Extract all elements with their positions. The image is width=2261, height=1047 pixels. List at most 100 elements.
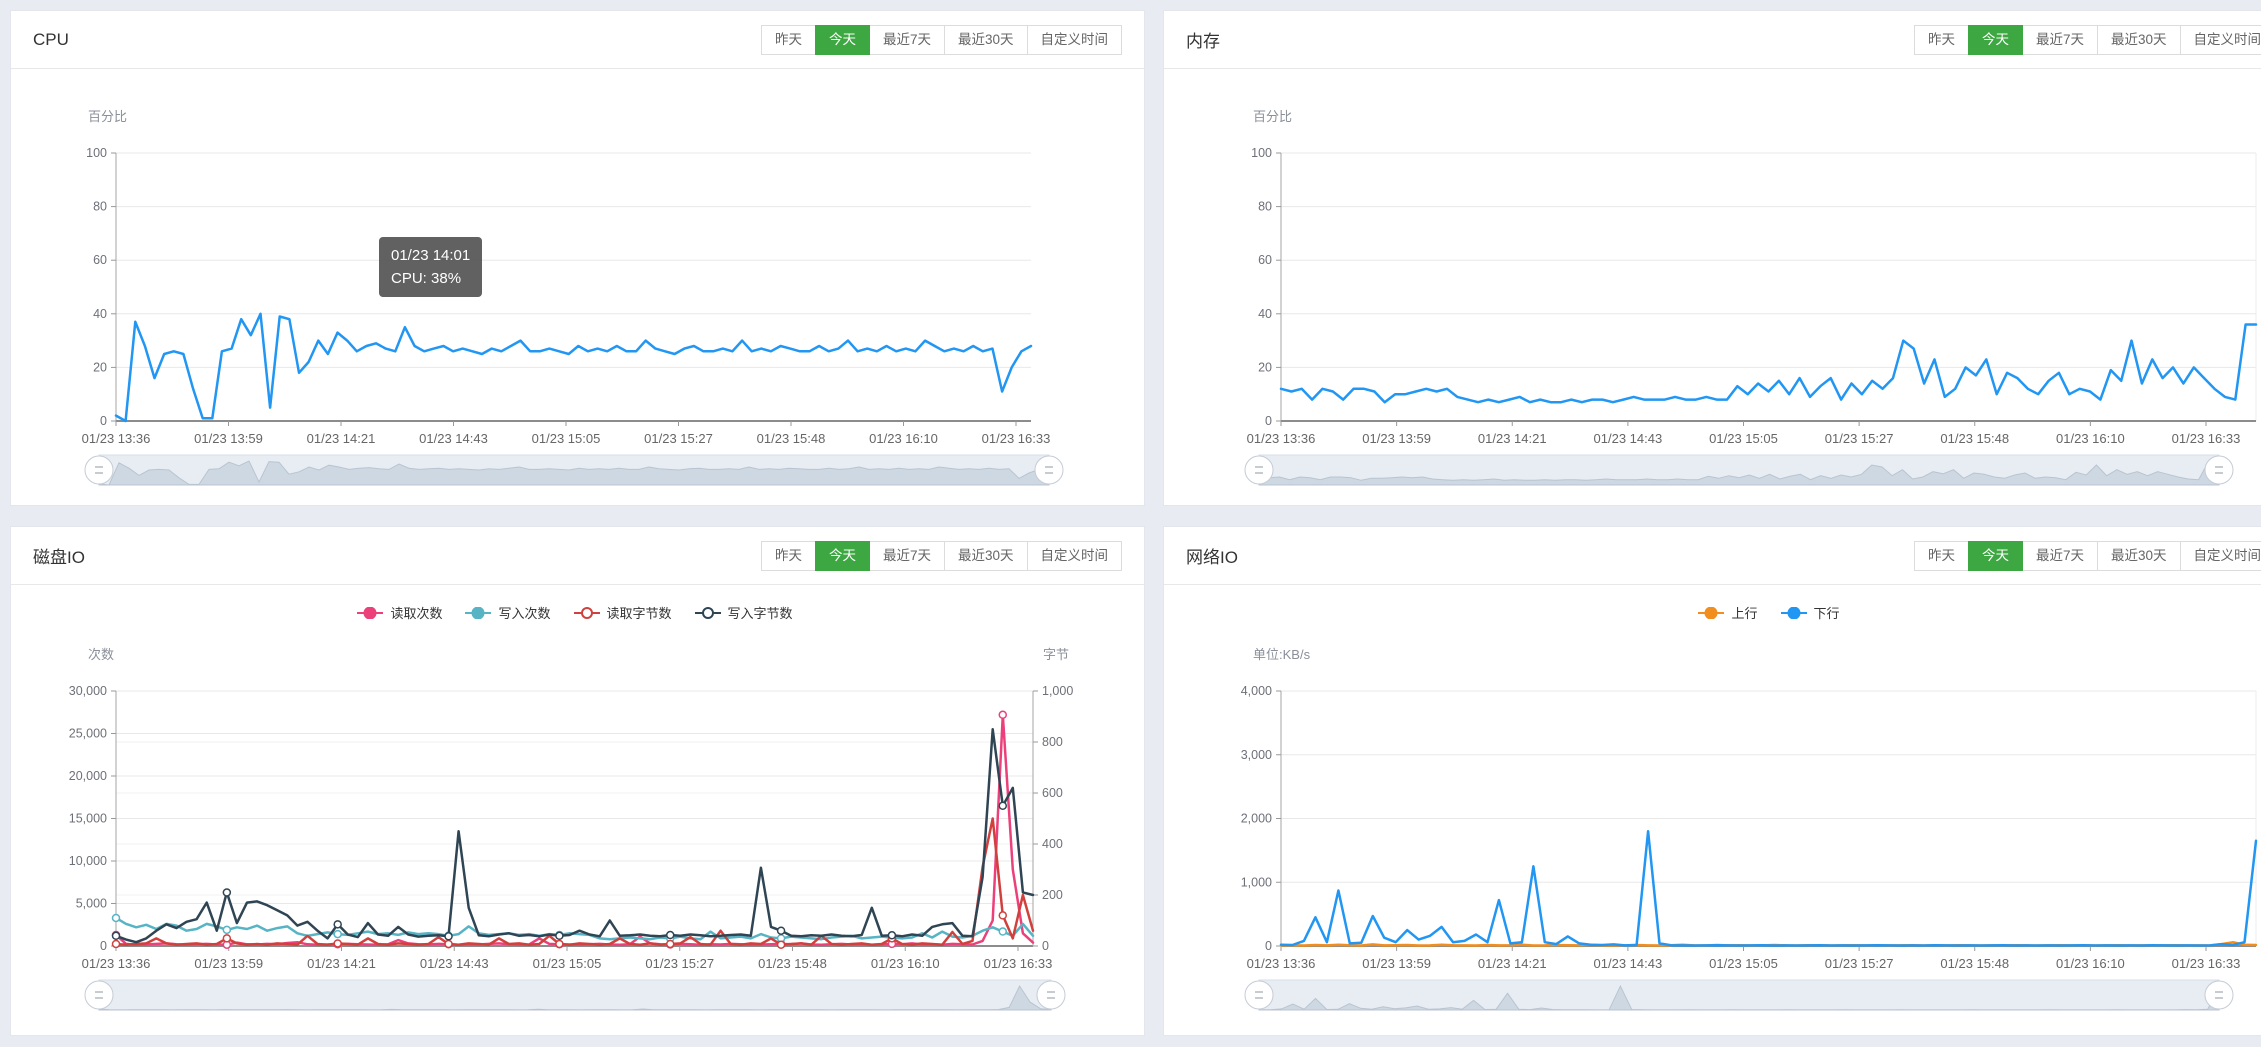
svg-text:次数: 次数 <box>88 647 114 662</box>
panel-title-network-io: 网络IO <box>1186 548 1238 567</box>
time-btn-昨天[interactable]: 昨天 <box>1913 24 1969 55</box>
time-range-group-cpu: 昨天 今天 最近7天 最近30天 自定义时间 <box>760 24 1122 55</box>
time-btn-最近30天[interactable]: 最近30天 <box>2096 540 2181 571</box>
datazoom-slider[interactable] <box>84 979 1066 1011</box>
legend-item-写入次数[interactable]: 写入次数 <box>464 603 551 622</box>
svg-text:01/23 14:43: 01/23 14:43 <box>420 956 489 971</box>
legend-item-写入字节数[interactable]: 写入字节数 <box>694 603 793 622</box>
legend-marker-icon <box>357 606 384 619</box>
svg-text:01/23 13:36: 01/23 13:36 <box>1247 431 1316 446</box>
datazoom-handle-left[interactable] <box>84 980 114 1010</box>
svg-text:01/23 15:27: 01/23 15:27 <box>1825 431 1894 446</box>
network-io-legend: 上行 下行 <box>1281 603 2256 622</box>
time-btn-自定义时间[interactable]: 自定义时间 <box>2179 24 2261 55</box>
svg-text:01/23 15:27: 01/23 15:27 <box>644 431 713 446</box>
network-io-panel-header: 网络IO 昨天 今天 最近7天 最近30天 自定义时间 <box>1164 527 2261 585</box>
time-btn-自定义时间[interactable]: 自定义时间 <box>1026 540 1122 571</box>
svg-text:80: 80 <box>93 200 107 214</box>
svg-text:01/23 16:10: 01/23 16:10 <box>871 956 940 971</box>
legend-marker-icon <box>573 606 600 619</box>
svg-text:01/23 15:48: 01/23 15:48 <box>1940 956 2009 971</box>
datazoom-handle-left[interactable] <box>1244 980 1274 1010</box>
memory-panel-header: 内存 昨天 今天 最近7天 最近30天 自定义时间 <box>1164 11 2261 69</box>
panel-title-memory: 内存 <box>1186 32 1220 51</box>
datazoom-handle-right[interactable] <box>2204 455 2234 485</box>
svg-text:25,000: 25,000 <box>69 727 107 741</box>
svg-text:01/23 13:36: 01/23 13:36 <box>82 431 151 446</box>
svg-text:60: 60 <box>1258 253 1272 267</box>
svg-text:01/23 16:10: 01/23 16:10 <box>869 431 938 446</box>
svg-text:1,000: 1,000 <box>1042 684 1073 698</box>
svg-text:01/23 16:10: 01/23 16:10 <box>2056 431 2125 446</box>
time-range-group-memory: 昨天 今天 最近7天 最近30天 自定义时间 <box>1913 24 2261 55</box>
svg-text:01/23 14:43: 01/23 14:43 <box>1594 431 1663 446</box>
time-btn-最近30天[interactable]: 最近30天 <box>943 540 1028 571</box>
svg-text:15,000: 15,000 <box>69 812 107 826</box>
svg-text:600: 600 <box>1042 786 1063 800</box>
legend-item-下行[interactable]: 下行 <box>1780 603 1840 622</box>
time-range-group-disk-io: 昨天 今天 最近7天 最近30天 自定义时间 <box>760 540 1122 571</box>
time-btn-今天[interactable]: 今天 <box>814 24 870 55</box>
svg-text:0: 0 <box>100 939 107 953</box>
svg-text:0: 0 <box>100 414 107 428</box>
svg-text:01/23 13:36: 01/23 13:36 <box>1247 956 1316 971</box>
time-btn-自定义时间[interactable]: 自定义时间 <box>1026 24 1122 55</box>
datazoom-slider[interactable] <box>84 454 1064 486</box>
svg-text:100: 100 <box>1251 146 1272 160</box>
time-btn-最近7天[interactable]: 最近7天 <box>868 540 945 571</box>
cpu-tooltip: 01/23 14:01 CPU: 38% <box>379 237 483 297</box>
time-btn-最近7天[interactable]: 最近7天 <box>2021 24 2098 55</box>
datazoom-handle-right[interactable] <box>1036 980 1066 1010</box>
time-btn-昨天[interactable]: 昨天 <box>1913 540 1969 571</box>
svg-text:01/23 14:21: 01/23 14:21 <box>307 431 376 446</box>
time-btn-最近30天[interactable]: 最近30天 <box>943 24 1028 55</box>
time-btn-今天[interactable]: 今天 <box>1967 540 2023 571</box>
network-io-chart[interactable]: 0 1,000 2,000 3,000 4,000 01/23 13:36 01/23 13… <box>1164 527 2261 1035</box>
svg-text:01/23 15:48: 01/23 15:48 <box>757 431 826 446</box>
cpu-chart[interactable]: 0 20 40 60 80 100 01/23 13:36 01/23 13:59 01/23 … <box>11 11 1144 505</box>
svg-text:200: 200 <box>1042 888 1063 902</box>
svg-text:800: 800 <box>1042 735 1063 749</box>
legend-marker-icon <box>694 606 721 619</box>
disk-io-legend: 读取次数 写入次数 读取字节数 写入字节数 <box>116 603 1033 622</box>
svg-text:01/23 16:33: 01/23 16:33 <box>2172 431 2241 446</box>
svg-text:01/23 15:05: 01/23 15:05 <box>532 431 601 446</box>
time-btn-最近30天[interactable]: 最近30天 <box>2096 24 2181 55</box>
time-btn-最近7天[interactable]: 最近7天 <box>2021 540 2098 571</box>
legend-item-读取字节数[interactable]: 读取字节数 <box>573 603 672 622</box>
datazoom-slider[interactable] <box>1244 979 2234 1011</box>
disk-io-panel-header: 磁盘IO 昨天 今天 最近7天 最近30天 自定义时间 <box>11 527 1144 585</box>
svg-text:01/23 16:33: 01/23 16:33 <box>984 956 1053 971</box>
panel-title-disk-io: 磁盘IO <box>33 548 85 567</box>
memory-panel: 内存 昨天 今天 最近7天 最近30天 自定义时间 0 20 40 60 80 100 01/23 … <box>1163 10 2261 506</box>
datazoom-handle-right[interactable] <box>2204 980 2234 1010</box>
time-btn-昨天[interactable]: 昨天 <box>760 540 816 571</box>
legend-item-上行[interactable]: 上行 <box>1697 603 1758 622</box>
svg-text:30,000: 30,000 <box>69 684 107 698</box>
svg-text:01/23 15:48: 01/23 15:48 <box>1940 431 2009 446</box>
time-range-group-network-io: 昨天 今天 最近7天 最近30天 自定义时间 <box>1913 540 2261 571</box>
disk-io-chart[interactable]: 0 5,000 10,000 15,000 20,000 25,000 30,000 0 200… <box>11 527 1144 1035</box>
panel-title-cpu: CPU <box>33 29 69 49</box>
time-btn-自定义时间[interactable]: 自定义时间 <box>2179 540 2261 571</box>
datazoom-handle-left[interactable] <box>84 455 114 485</box>
svg-text:2,000: 2,000 <box>1241 812 1272 826</box>
disk-io-panel: 磁盘IO 昨天 今天 最近7天 最近30天 自定义时间 读取次数 写入次数 读取字节数 写入字… <box>10 526 1145 1036</box>
datazoom-handle-right[interactable] <box>1034 455 1064 485</box>
datazoom-handle-left[interactable] <box>1244 455 1274 485</box>
time-btn-今天[interactable]: 今天 <box>814 540 870 571</box>
svg-text:百分比: 百分比 <box>1253 109 1292 124</box>
svg-text:0: 0 <box>1042 939 1049 953</box>
datazoom-slider[interactable] <box>1244 454 2234 486</box>
time-btn-今天[interactable]: 今天 <box>1967 24 2023 55</box>
svg-text:01/23 15:05: 01/23 15:05 <box>1709 956 1778 971</box>
tooltip-time: 01/23 14:01 <box>391 247 471 264</box>
time-btn-最近7天[interactable]: 最近7天 <box>868 24 945 55</box>
svg-text:01/23 14:43: 01/23 14:43 <box>419 431 488 446</box>
time-btn-昨天[interactable]: 昨天 <box>760 24 816 55</box>
legend-item-读取次数[interactable]: 读取次数 <box>356 603 442 622</box>
memory-chart[interactable]: 0 20 40 60 80 100 01/23 13:36 01/23 13:59 01/23 … <box>1164 11 2261 505</box>
svg-text:4,000: 4,000 <box>1241 684 1272 698</box>
svg-text:字节: 字节 <box>1043 647 1069 662</box>
svg-text:01/23 14:43: 01/23 14:43 <box>1594 956 1663 971</box>
